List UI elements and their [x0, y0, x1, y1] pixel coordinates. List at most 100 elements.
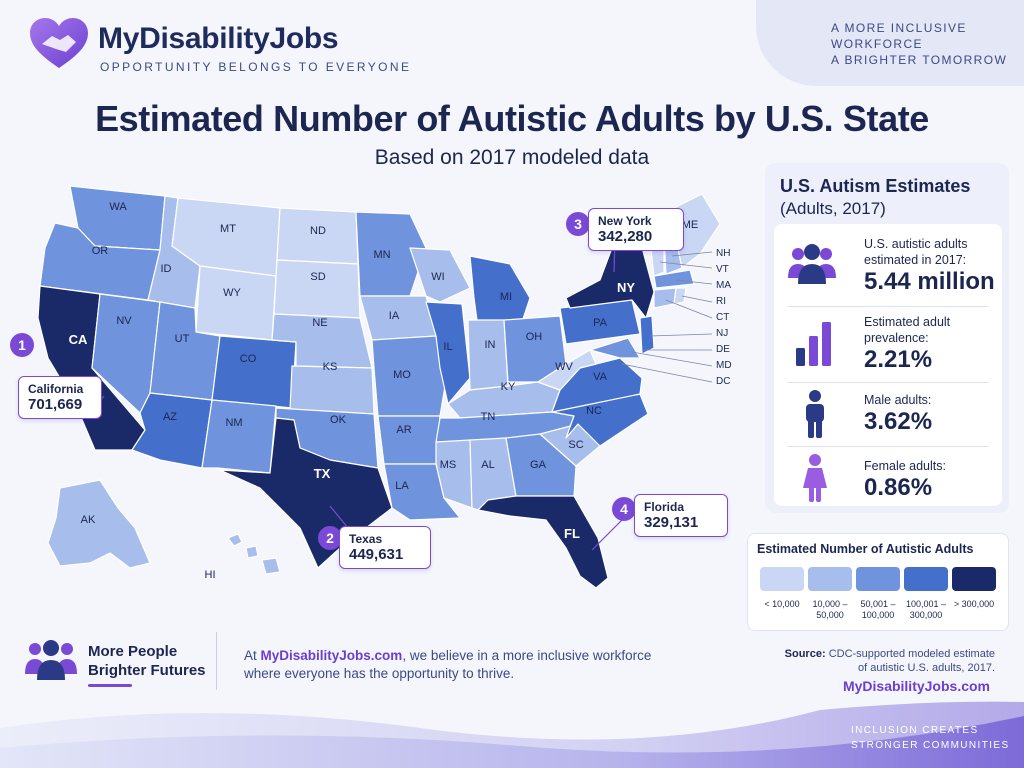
state-label-ne: NE — [312, 317, 327, 329]
state-in — [467, 319, 509, 391]
state-label-ct: CT — [716, 312, 729, 323]
source-text: CDC-supported modeled estimate — [828, 648, 995, 660]
legend-label-line: 100,001 – — [905, 599, 947, 609]
state-label-ut: UT — [175, 333, 190, 345]
footer-heading: More People Brighter Futures — [88, 642, 206, 680]
state-label-ky: KY — [501, 381, 516, 393]
state-label-ok: OK — [330, 414, 347, 426]
legend-label-line: 50,000 — [816, 610, 844, 620]
state-label-vt: VT — [716, 264, 729, 275]
state-label-pa: PA — [593, 317, 608, 329]
callout-value: 329,131 — [644, 514, 699, 531]
state-wi — [409, 247, 471, 303]
legend-label: > 300,000 — [949, 599, 999, 610]
state-label-ks: KS — [323, 361, 338, 373]
legend-label: 50,001 –100,000 — [853, 599, 903, 621]
legend-title: Estimated Number of Autistic Adults — [757, 542, 974, 556]
male-person-icon — [806, 390, 824, 438]
state-nj — [639, 315, 655, 355]
legend-swatch — [760, 567, 804, 591]
footer-divider — [216, 632, 217, 690]
stat-label: U.S. autistic adults — [864, 237, 968, 251]
stat-label: Female adults: — [864, 459, 946, 473]
state-label-mt: MT — [220, 223, 236, 235]
footer-heading-line: More People — [88, 643, 178, 660]
state-label-ms: MS — [440, 459, 457, 471]
state-label-wy: WY — [223, 287, 241, 299]
bottom-wave-decoration — [0, 701, 1024, 768]
state-label-ma: MA — [716, 280, 731, 291]
footer-text-line2: where everyone has the opportunity to th… — [244, 666, 515, 681]
legend-label-line: 300,000 — [909, 610, 943, 620]
callout-value: 449,631 — [349, 546, 404, 563]
footer-message: At MyDisabilityJobs.com, we believe in a… — [244, 647, 674, 683]
state-label-sc: SC — [568, 439, 583, 451]
page-subtitle: Based on 2017 modeled data — [374, 146, 650, 169]
callout-state-name: California — [28, 382, 84, 396]
state-label-id: ID — [161, 263, 172, 275]
state-ct — [653, 287, 677, 309]
state-fl — [477, 495, 609, 589]
state-nm — [201, 399, 277, 474]
stat-value: 5.44 million — [864, 268, 995, 295]
callout-new-york: New York 342,280 — [588, 208, 684, 251]
page-title: Estimated Number of Autistic Adults by U… — [95, 98, 929, 139]
callout-rank-badge: 3 — [566, 212, 590, 236]
legend-label: < 10,000 — [757, 599, 807, 610]
state-label-ia: IA — [389, 310, 400, 322]
state-label-tx: TX — [314, 466, 331, 481]
state-label-hi: HI — [205, 569, 216, 581]
state-label-nj: NJ — [716, 328, 728, 339]
header-tagline: A MORE INCLUSIVE WORKFORCE A BRIGHTER TO… — [831, 20, 1021, 68]
stat-value: 0.86% — [864, 474, 933, 501]
stat-value: 3.62% — [864, 408, 933, 435]
stat-item: Female adults: 0.86% — [864, 458, 946, 502]
stat-value: 2.21% — [864, 346, 933, 373]
legend-swatch — [904, 567, 948, 591]
state-label-ri: RI — [716, 296, 726, 307]
state-md — [589, 337, 641, 359]
state-hi — [227, 533, 281, 575]
footer-heading-line: Brighter Futures — [88, 662, 206, 679]
people-group-icon — [788, 244, 836, 284]
state-wv — [537, 349, 597, 391]
footer-text-prefix: At — [244, 648, 261, 663]
state-label-wa: WA — [109, 201, 127, 213]
legend-swatch — [808, 567, 852, 591]
state-label-nd: ND — [310, 225, 326, 237]
state-label-dc: DC — [716, 376, 730, 387]
stat-label: Estimated adult — [864, 315, 951, 329]
footer-site-link[interactable]: MyDisabilityJobs.com — [260, 648, 403, 663]
state-ma — [653, 269, 695, 289]
state-ri — [673, 287, 687, 305]
stat-label: Male adults: — [864, 393, 932, 407]
state-label-az: AZ — [163, 411, 177, 423]
heart-handshake-logo-icon — [30, 18, 88, 68]
header-tagline-line: A BRIGHTER TOMORROW — [831, 53, 1008, 67]
state-label-ca: CA — [69, 332, 88, 347]
state-label-al: AL — [481, 459, 494, 471]
legend-swatch — [952, 567, 996, 591]
callout-state-name: New York — [598, 214, 652, 228]
legend-label-line: 100,000 — [861, 610, 895, 620]
stat-label: prevalence: — [864, 331, 929, 345]
state-label-il: IL — [443, 341, 452, 353]
state-label-sd: SD — [310, 271, 325, 283]
brand-name: MyDisabilityJobs — [98, 22, 339, 55]
state-label-ga: GA — [530, 459, 547, 471]
state-ks — [289, 365, 375, 415]
header-decorative-panel — [756, 0, 1024, 86]
footer-text-suffix: , we believe in a more inclusive workfor… — [402, 648, 652, 663]
website-link[interactable]: MyDisabilityJobs.com — [842, 678, 990, 694]
state-label-mn: MN — [373, 249, 390, 261]
callout-rank-badge: 2 — [318, 526, 342, 550]
legend-label: 10,000 –50,000 — [805, 599, 855, 621]
state-label-la: LA — [395, 480, 409, 492]
state-label-md: MD — [716, 360, 732, 371]
legend-label-line: 10,000 – — [812, 599, 848, 609]
panel-title: U.S. Autism Estimates — [780, 176, 971, 196]
state-nc — [551, 393, 649, 447]
state-ak — [47, 479, 151, 569]
callout-value: 342,280 — [598, 228, 653, 245]
callout-state-name: Florida — [644, 500, 685, 514]
